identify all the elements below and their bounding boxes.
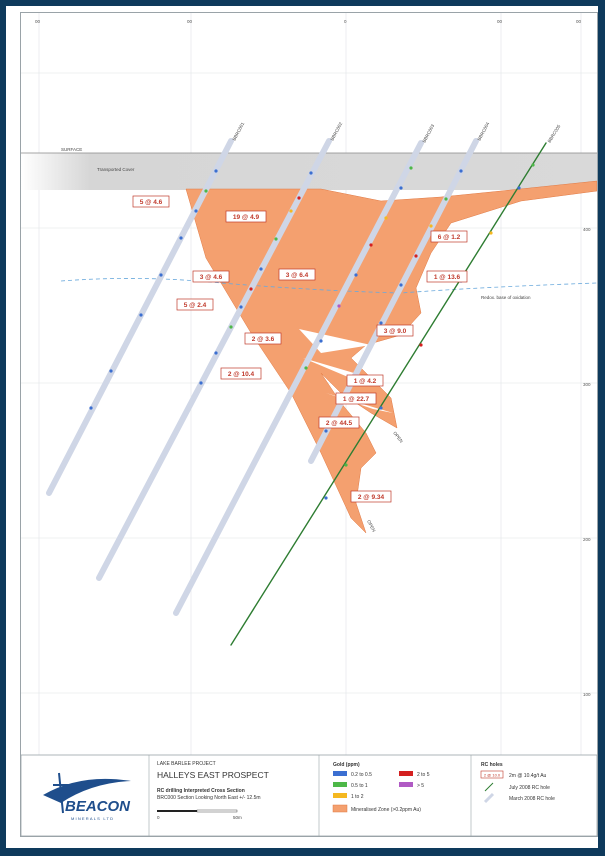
legend-label: > 5 bbox=[417, 783, 424, 789]
intercept-label: 6 @ 1.2 bbox=[438, 234, 461, 241]
grid-label: 00 bbox=[187, 19, 193, 24]
drill-hole-july bbox=[230, 142, 547, 646]
legend-title: Gold (ppm) bbox=[333, 762, 360, 768]
intercept-label: 1 @ 4.2 bbox=[354, 378, 377, 385]
hole-id: BBRC002 bbox=[329, 121, 343, 141]
legend-label: March 2008 RC hole bbox=[509, 796, 555, 802]
intercept-label: 5 @ 4.6 bbox=[140, 199, 163, 206]
intercept-label: 3 @ 9.0 bbox=[384, 328, 407, 335]
drill-hole bbox=[46, 138, 234, 496]
legend-label: July 2008 RC hole bbox=[509, 785, 550, 791]
hole-id-labels: BBRC001 BBRC002 BBRC003 BBRC004 BBRC005 bbox=[231, 121, 561, 144]
grid-label: 00 bbox=[35, 19, 41, 24]
cross-section-sheet: 00 00 0 00 00 400 300 200 100 SURFACE Tr… bbox=[20, 12, 598, 837]
redox-line bbox=[60, 278, 597, 294]
intercept-label: 19 @ 4.9 bbox=[233, 214, 260, 221]
hole-id: BBRC001 bbox=[231, 121, 245, 141]
water-label: Redox. base of oxidation bbox=[481, 295, 531, 300]
hole-id: BBRC005 bbox=[547, 123, 562, 143]
legend-swatch-label: 2 @ 10.0 bbox=[484, 773, 501, 778]
cover-label: Transported Cover bbox=[97, 167, 135, 172]
scale-end: 50m bbox=[233, 815, 242, 820]
intercept-label: 1 @ 13.6 bbox=[434, 274, 461, 281]
rc-legend: RC holes 2 @ 10.0 2m @ 10.4g/t Au July 2… bbox=[480, 762, 555, 804]
cross-section-diagram: 00 00 0 00 00 400 300 200 100 SURFACE Tr… bbox=[21, 13, 597, 836]
legend-label: 2 to 5 bbox=[417, 772, 430, 778]
legend-label: 1 to 2 bbox=[351, 794, 364, 800]
drill-hole bbox=[308, 138, 479, 464]
legend-label: Mineralised Zone (>0.2ppm Au) bbox=[351, 807, 421, 813]
intercept-label: 5 @ 2.4 bbox=[184, 302, 207, 309]
grid-label: 400 bbox=[583, 227, 591, 232]
intercept-label: 2 @ 44.5 bbox=[326, 420, 353, 427]
project-name: LAKE BARLEE PROJECT bbox=[157, 761, 216, 767]
intercept-label: 2 @ 3.6 bbox=[252, 336, 275, 343]
grid-label: 00 bbox=[497, 19, 503, 24]
legend-label: 0.5 to 1 bbox=[351, 783, 368, 789]
hole-id: BBRC004 bbox=[476, 121, 490, 141]
intercept-label: 3 @ 4.6 bbox=[200, 274, 223, 281]
drill-holes bbox=[46, 138, 547, 646]
grid-label: 100 bbox=[583, 692, 591, 697]
assay-dots bbox=[89, 163, 535, 500]
grid-right-labels: 400 300 200 100 bbox=[583, 227, 591, 697]
title-block: BEACON MINERALS LTD LAKE BARLEE PROJECT … bbox=[21, 754, 597, 836]
section-subtitle: BRC000 Section Looking North East +/- 12… bbox=[157, 795, 261, 801]
section-title: RC drilling Interpreted Cross Section bbox=[157, 788, 245, 794]
intercept-label: 2 @ 9.34 bbox=[358, 494, 385, 501]
intercept-label: 1 @ 22.7 bbox=[343, 396, 370, 403]
scale-start: 0 bbox=[157, 815, 160, 820]
grid-label: 0 bbox=[344, 19, 347, 24]
gold-legend: Gold (ppm) 0.2 to 0.5 2 to 5 0.5 to 1 > … bbox=[332, 762, 430, 813]
surface-label: SURFACE bbox=[61, 147, 82, 152]
page-frame: 00 00 0 00 00 400 300 200 100 SURFACE Tr… bbox=[6, 6, 598, 848]
open-label: OPEN bbox=[366, 519, 376, 533]
intercept-label: 2 @ 10.4 bbox=[228, 371, 255, 378]
prospect-name: HALLEYS EAST PROSPECT bbox=[157, 770, 269, 780]
grid-top-labels: 00 00 0 00 00 bbox=[35, 19, 582, 24]
legend-label: 0.2 to 0.5 bbox=[351, 772, 372, 778]
scale-bar bbox=[157, 810, 197, 812]
grid-label: 300 bbox=[583, 382, 591, 387]
legend-title: RC holes bbox=[481, 762, 503, 768]
grid-label: 200 bbox=[583, 537, 591, 542]
drill-hole bbox=[96, 138, 332, 581]
logo-text: BEACON bbox=[65, 798, 131, 815]
beacon-logo: BEACON MINERALS LTD bbox=[43, 772, 131, 821]
legend-label: 2m @ 10.4g/t Au bbox=[509, 773, 547, 779]
grid-label: 00 bbox=[576, 19, 582, 24]
intercept-labels: 5 @ 4.6 19 @ 4.9 3 @ 4.6 3 @ 6.4 5 @ 2.4… bbox=[132, 195, 468, 503]
logo-subtext: MINERALS LTD bbox=[71, 816, 114, 821]
intercept-label: 3 @ 6.4 bbox=[286, 272, 309, 279]
hole-id: BBRC003 bbox=[421, 123, 435, 143]
grid-lines bbox=[21, 13, 597, 755]
drill-hole bbox=[173, 140, 424, 616]
open-label: OPEN bbox=[392, 431, 404, 444]
